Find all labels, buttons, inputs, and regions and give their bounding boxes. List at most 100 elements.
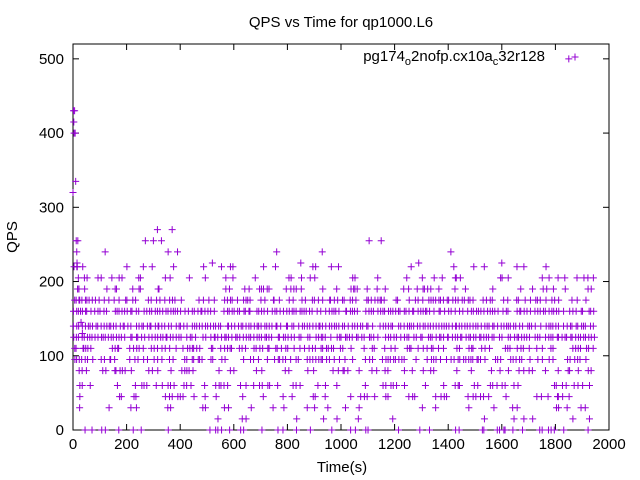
data-point (334, 263, 342, 271)
data-point (333, 415, 341, 423)
data-point (384, 393, 392, 401)
data-point (143, 355, 151, 363)
data-point (519, 344, 527, 352)
data-point (260, 263, 268, 271)
data-point (77, 318, 85, 326)
data-point (297, 285, 305, 293)
data-point (230, 367, 238, 375)
legend-part-5: 32r128 (498, 48, 545, 65)
y-tick-label: 100 (39, 348, 64, 365)
data-point (254, 355, 262, 363)
data-point (310, 367, 318, 375)
data-point (217, 322, 225, 330)
data-point (347, 344, 355, 352)
data-point (327, 263, 335, 271)
data-point (513, 263, 521, 271)
data-point (549, 285, 557, 293)
data-point (87, 344, 95, 352)
data-point (201, 274, 209, 282)
data-point (171, 296, 179, 304)
data-point (576, 355, 584, 363)
data-point (136, 285, 144, 293)
data-point (215, 367, 223, 375)
data-point (167, 367, 175, 375)
data-point (201, 404, 209, 412)
data-point (354, 415, 362, 423)
data-point (239, 393, 247, 401)
data-point (374, 274, 382, 282)
data-point (573, 296, 581, 304)
data-point (549, 344, 557, 352)
data-point (170, 263, 178, 271)
data-point (70, 118, 78, 126)
y-tick-label: 0 (56, 422, 64, 439)
data-point (148, 263, 156, 271)
data-point (415, 259, 423, 267)
data-point (157, 237, 165, 245)
data-point (222, 274, 230, 282)
data-point (111, 355, 119, 363)
x-axis-label: Time(s) (317, 459, 367, 476)
data-point (132, 296, 140, 304)
data-point (265, 285, 273, 293)
data-point (419, 367, 427, 375)
data-point (201, 381, 209, 389)
data-point (179, 393, 187, 401)
data-point (455, 381, 463, 389)
data-point (554, 274, 562, 282)
y-tick-label: 400 (39, 125, 64, 142)
data-point (560, 307, 568, 315)
data-point (389, 322, 397, 330)
data-point (81, 285, 89, 293)
data-point (371, 393, 379, 401)
data-point (587, 367, 595, 375)
data-point (373, 285, 381, 293)
data-point (311, 274, 319, 282)
data-point (351, 426, 359, 434)
x-tick-label: 400 (168, 436, 193, 453)
data-point (328, 426, 336, 434)
data-point (297, 333, 305, 341)
data-point (266, 381, 274, 389)
data-point (467, 367, 475, 375)
data-point (502, 393, 510, 401)
data-point (447, 248, 455, 256)
data-point (538, 344, 546, 352)
data-point (265, 344, 273, 352)
data-point (555, 296, 563, 304)
data-point (245, 285, 253, 293)
data-point (529, 415, 537, 423)
data-point (421, 381, 429, 389)
data-point (117, 393, 125, 401)
data-point (418, 404, 426, 412)
data-point (504, 307, 512, 315)
data-point (227, 344, 235, 352)
data-point (418, 274, 426, 282)
data-point (192, 333, 200, 341)
data-point (411, 393, 419, 401)
data-point (212, 393, 220, 401)
data-point (312, 263, 320, 271)
data-point (210, 296, 218, 304)
data-point (469, 344, 477, 352)
data-point (108, 274, 116, 282)
data-point (430, 367, 438, 375)
data-point (88, 426, 96, 434)
data-point (225, 404, 233, 412)
data-point (172, 344, 180, 352)
data-point (82, 367, 90, 375)
data-point (89, 355, 97, 363)
data-point (280, 404, 288, 412)
data-point (480, 426, 488, 434)
data-point (480, 263, 488, 271)
data-point (552, 381, 560, 389)
data-point (455, 426, 463, 434)
data-point (370, 344, 378, 352)
data-point (440, 381, 448, 389)
data-point (74, 237, 82, 245)
data-point (268, 333, 276, 341)
data-point (198, 355, 206, 363)
data-point (247, 404, 255, 412)
data-point (518, 355, 526, 363)
data-point (153, 226, 161, 234)
